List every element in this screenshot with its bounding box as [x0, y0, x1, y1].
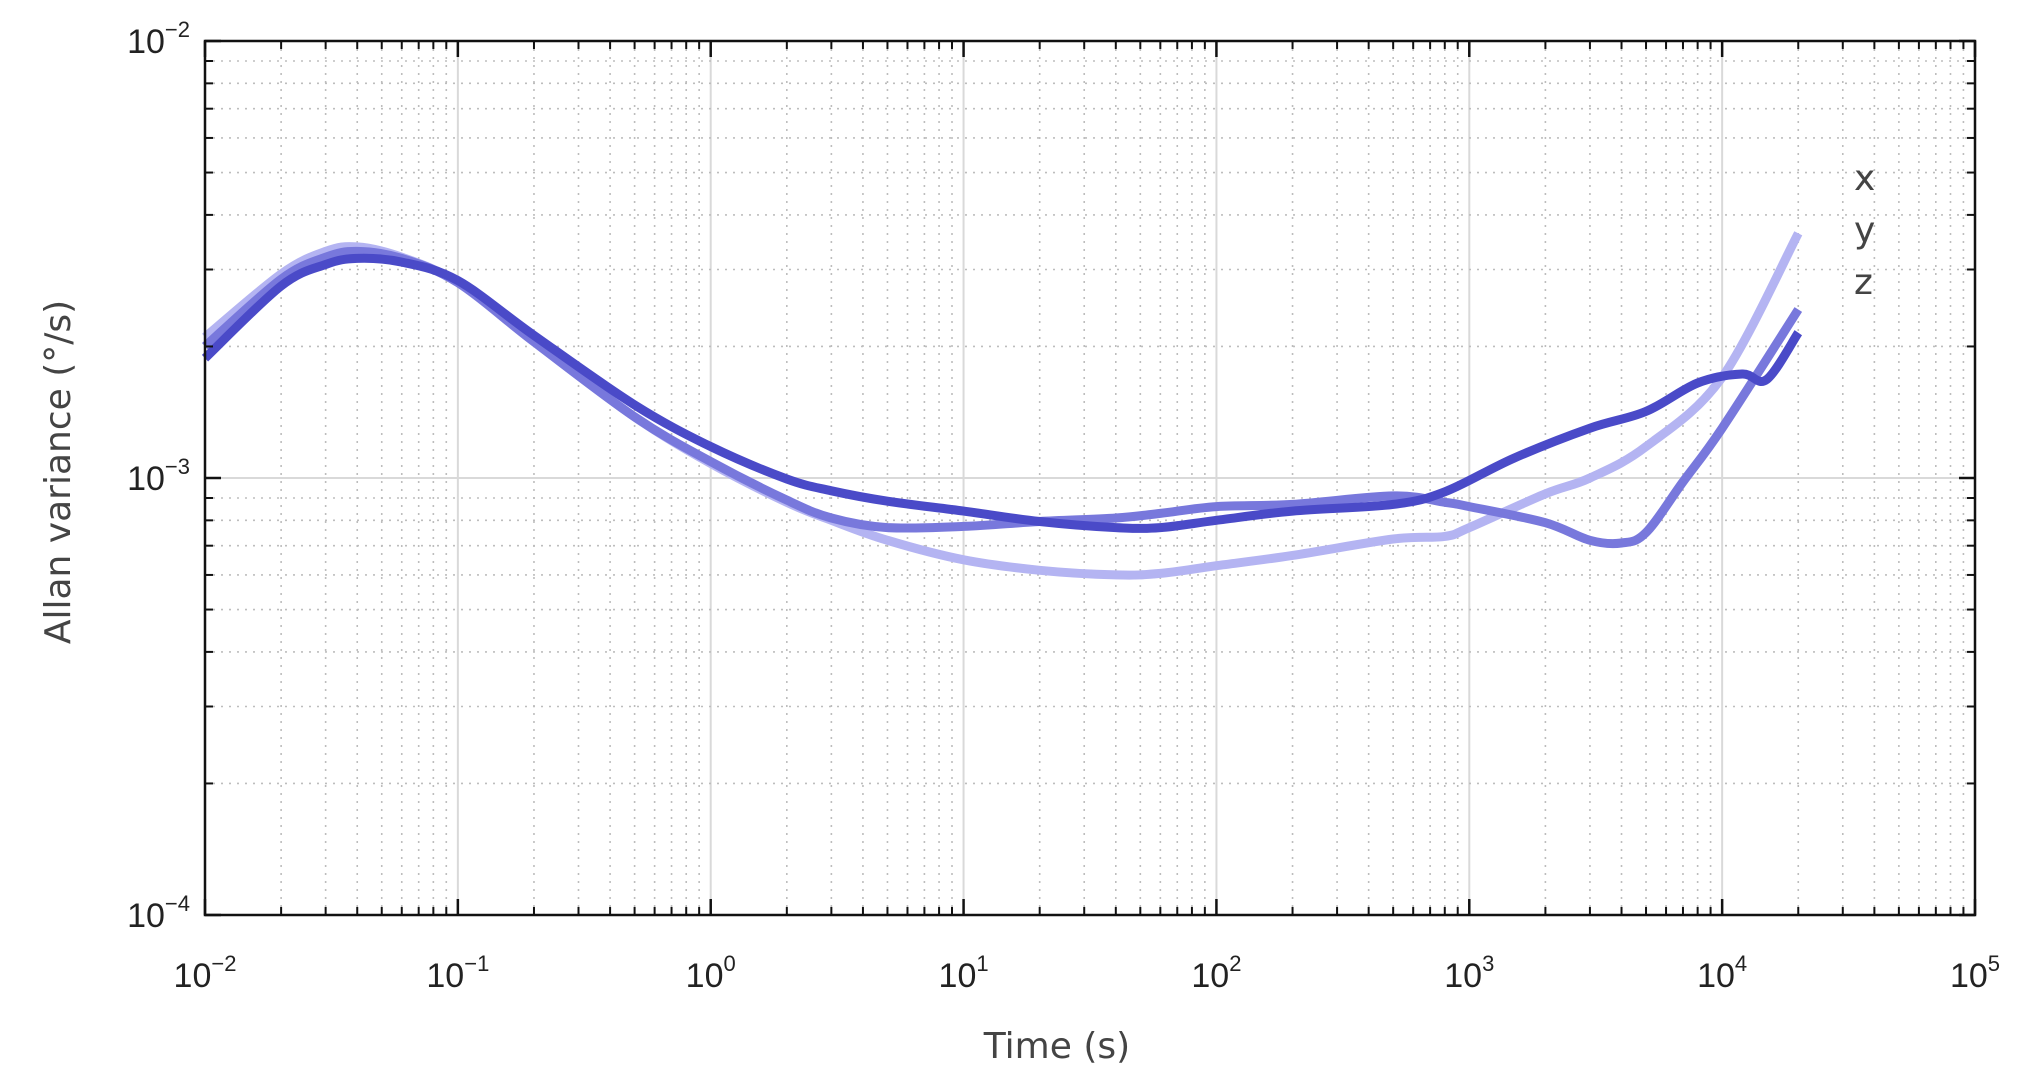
x-tick-label: 101 [939, 951, 989, 995]
series-line-x [201, 253, 1803, 533]
x-tick-label: 102 [1191, 951, 1241, 995]
y-axis-title: Allan variance (°/s) [38, 300, 79, 644]
x-tick-label: 10−1 [426, 951, 489, 995]
y-tick-label: 10−2 [127, 17, 190, 61]
x-tick-label: 10−2 [174, 951, 237, 995]
y-tick-labels: 10−4 10−3 10−2 [127, 17, 190, 935]
y-tick-label: 10−4 [127, 891, 190, 935]
y-tick-label: 10−3 [127, 454, 190, 498]
x-tick-labels: 10−2 10−1 100 101 102 103 104 105 [174, 951, 2001, 995]
x-tick-label: 100 [686, 951, 736, 995]
legend: xyz [1854, 158, 1875, 303]
axis-ticks [203, 39, 1977, 917]
legend-label-z: z [1854, 262, 1873, 303]
x-axis-title: Time (s) [983, 1026, 1130, 1067]
x-tick-label: 105 [1950, 951, 2000, 995]
series-lines [201, 231, 1803, 580]
legend-label-x: x [1854, 158, 1875, 199]
legend-label-y: y [1854, 210, 1875, 251]
x-tick-label: 103 [1444, 951, 1494, 995]
grid [205, 41, 1975, 915]
x-tick-label: 104 [1697, 951, 1747, 995]
